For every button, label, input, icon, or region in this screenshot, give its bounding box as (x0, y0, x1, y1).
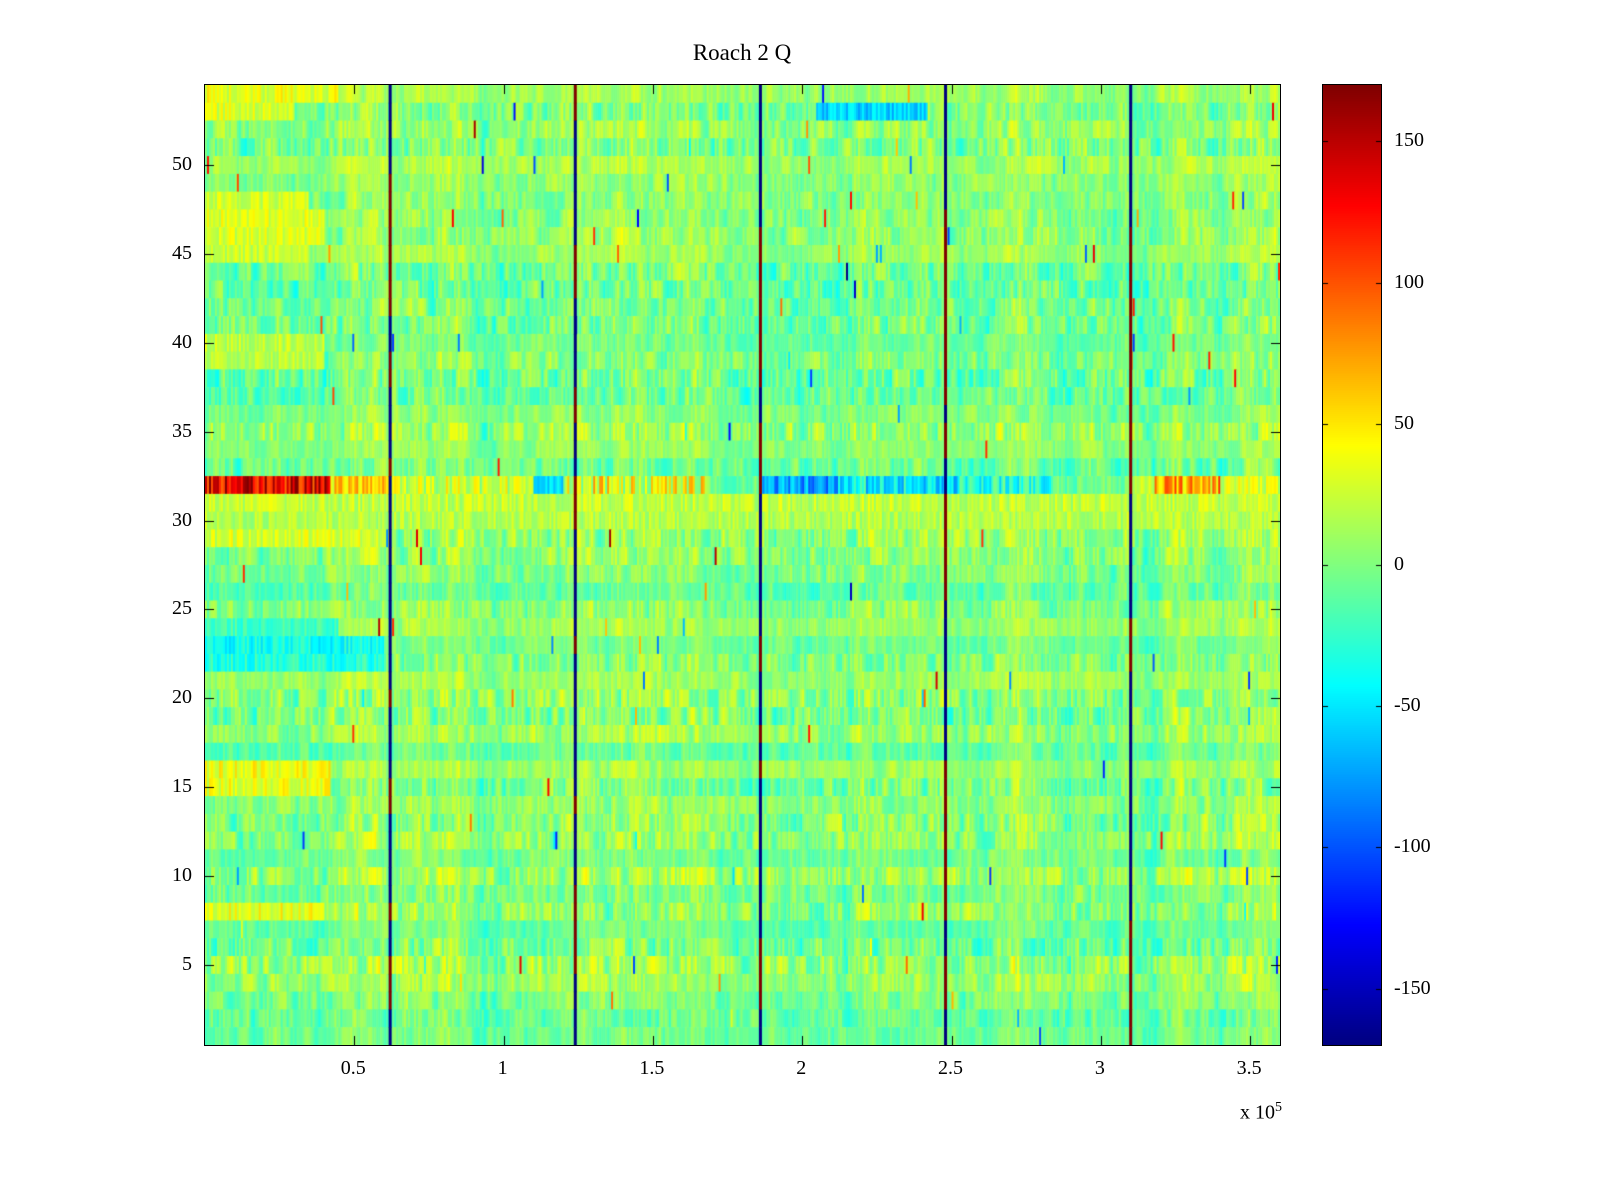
colorbar (1322, 84, 1382, 1046)
x-axis-tick-label: 2 (796, 1057, 807, 1079)
y-axis-tick-label: 45 (172, 241, 192, 264)
x-axis-tick-label: 2.5 (938, 1057, 964, 1079)
y-axis-tick-label: 35 (172, 419, 192, 442)
colorbar-tick-label: -100 (1394, 835, 1431, 858)
chart-title: Roach 2 Q (692, 40, 792, 65)
y-axis-tick-label: 30 (172, 508, 192, 531)
plot-area (204, 84, 1281, 1046)
colorbar-tick-label: 150 (1394, 129, 1424, 152)
x-axis-tick-label: 3.5 (1236, 1057, 1262, 1079)
colorbar-tick-label: -50 (1394, 694, 1421, 717)
y-axis-tick-label: 15 (172, 775, 192, 798)
heatmap-canvas (205, 85, 1280, 1045)
y-axis-tick-label: 10 (172, 864, 192, 887)
x-axis-tick-label: 0.5 (340, 1057, 366, 1079)
y-axis-tick-label: 40 (172, 330, 192, 353)
x-axis-tick-label: 3 (1094, 1057, 1105, 1079)
x-exponent-base: x 10 (1240, 1101, 1275, 1124)
colorbar-tick-label: 50 (1394, 411, 1414, 434)
x-axis-tick-label: 1 (497, 1057, 508, 1079)
colorbar-tick-label: 100 (1394, 270, 1424, 293)
y-axis-tick-label: 20 (172, 686, 192, 709)
colorbar-tick-label: 0 (1394, 553, 1404, 575)
y-axis-tick-label: 50 (172, 153, 192, 175)
x-axis-exponent-label: x 105 (1240, 1100, 1282, 1125)
x-axis-tick-label: 1.5 (639, 1057, 665, 1079)
colorbar-tick-label: -150 (1394, 976, 1431, 999)
colorbar-canvas (1323, 85, 1381, 1045)
y-axis-tick-label: 5 (182, 953, 192, 975)
y-axis-tick-label: 25 (172, 597, 192, 620)
x-exponent-power: 5 (1275, 1100, 1282, 1115)
